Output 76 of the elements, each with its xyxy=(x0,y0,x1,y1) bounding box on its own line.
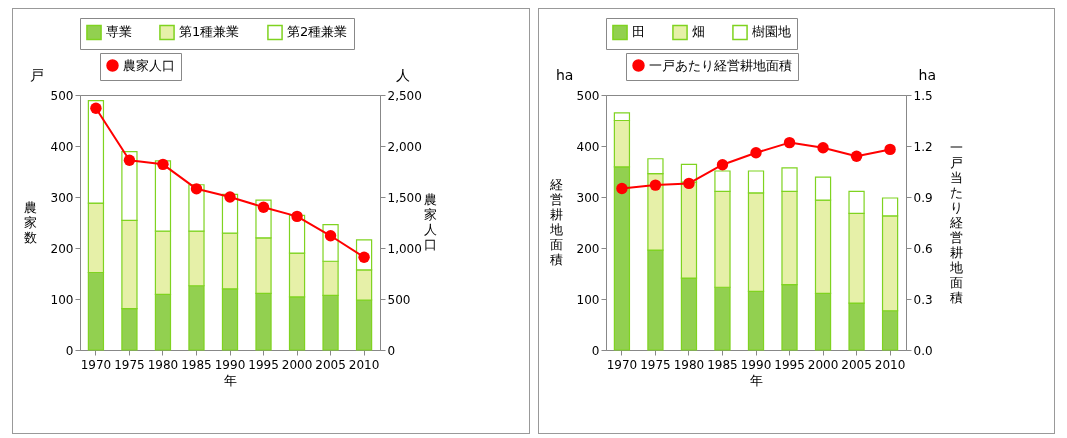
y-axis-title: 農家数 xyxy=(24,199,37,245)
point xyxy=(749,147,762,159)
point xyxy=(291,210,303,223)
legend-label: 一戸あたり経営耕地面積 xyxy=(648,57,792,73)
point xyxy=(649,179,661,191)
point xyxy=(783,136,795,149)
y-tick-label: 100 xyxy=(576,292,599,307)
legend-label: 第2種兼業 xyxy=(287,24,348,40)
y2-tick-label: 0 xyxy=(387,343,396,358)
y-tick-label: 0 xyxy=(591,343,599,358)
text: 人 xyxy=(396,67,410,83)
x-tick-label: 2010 xyxy=(874,357,905,372)
x-tick-label: 2010 xyxy=(348,357,380,372)
text: 一戸当たり経営耕地面積 xyxy=(949,139,963,305)
y-tick-label: 400 xyxy=(576,139,599,154)
y-tick-label: 300 xyxy=(50,190,74,205)
legend-label: 第1種兼業 xyxy=(179,24,240,40)
y2-tick-label: 500 xyxy=(387,292,411,307)
y2-tick-label: 0.6 xyxy=(913,241,933,256)
legend-label: 畑 xyxy=(691,24,705,40)
y2-tick-label: 1,000 xyxy=(387,241,422,256)
text: 戸 xyxy=(30,67,44,83)
y-tick-label: 500 xyxy=(576,88,599,103)
point xyxy=(816,142,829,154)
y-tick-label: 100 xyxy=(50,292,74,307)
y2-tick-label: 0.0 xyxy=(913,343,933,358)
x-tick-label: 1995 xyxy=(248,357,279,372)
x-tick-label: 1970 xyxy=(80,357,112,372)
x-tick-label: 2005 xyxy=(315,357,346,372)
legend-label: 農家人口 xyxy=(123,57,175,73)
x-tick-label: 1980 xyxy=(147,357,179,372)
point xyxy=(90,102,102,114)
x-tick-label: 1985 xyxy=(181,357,212,372)
y2-tick-label: 0.9 xyxy=(913,190,933,205)
y-axis-title: 経営耕地面積 xyxy=(548,177,563,267)
y-tick-label: 200 xyxy=(576,241,599,256)
x-tick-label: 1975 xyxy=(639,357,671,372)
x-tick-label: 1970 xyxy=(606,357,637,372)
point xyxy=(615,182,628,195)
point xyxy=(257,201,270,213)
x-tick-label: 2005 xyxy=(840,357,872,372)
point xyxy=(883,143,896,156)
y-tick-label: 300 xyxy=(576,190,599,205)
x-tick-label: 1985 xyxy=(706,357,738,372)
y-tick-label: 400 xyxy=(50,139,74,154)
y2-axis-title: 農家人口 xyxy=(424,192,437,252)
y2-tick-label: 1.2 xyxy=(913,139,933,154)
text: ha xyxy=(555,67,573,83)
x-axis-title: 年 xyxy=(224,372,237,388)
y2-tick-label: 0.3 xyxy=(913,292,933,307)
x-tick-label: 1980 xyxy=(673,357,704,372)
legend-label: 樹園地 xyxy=(751,24,791,40)
y-tick-label: 0 xyxy=(65,343,74,358)
text: ha xyxy=(918,67,936,83)
y2-tick-label: 1,500 xyxy=(387,190,422,205)
y2-tick-label: 2,500 xyxy=(387,88,422,103)
point xyxy=(157,158,169,171)
x-tick-label: 1990 xyxy=(214,357,246,372)
y2-tick-label: 2,000 xyxy=(387,139,422,154)
x-tick-label: 1990 xyxy=(740,357,771,372)
x-axis-title: 年 xyxy=(749,372,763,388)
point xyxy=(224,191,236,203)
point xyxy=(682,177,695,190)
point xyxy=(324,230,337,242)
point xyxy=(850,150,862,162)
y2-tick-label: 1.5 xyxy=(913,88,933,103)
legend-label: 田 xyxy=(631,24,645,40)
x-tick-label: 1995 xyxy=(773,357,805,372)
y-tick-label: 500 xyxy=(50,88,74,103)
x-tick-label: 1975 xyxy=(114,357,145,372)
x-tick-label: 2000 xyxy=(807,357,838,372)
point xyxy=(716,159,728,171)
x-tick-label: 2000 xyxy=(281,357,313,372)
point xyxy=(190,183,203,195)
y-tick-label: 200 xyxy=(50,241,74,256)
legend-label: 専業 xyxy=(106,24,132,40)
